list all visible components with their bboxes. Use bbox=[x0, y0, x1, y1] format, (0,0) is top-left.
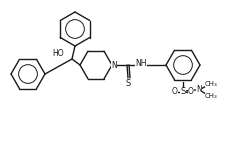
Text: N: N bbox=[196, 86, 202, 94]
Text: O: O bbox=[172, 87, 178, 97]
Text: O: O bbox=[188, 87, 194, 97]
Text: S: S bbox=[180, 87, 186, 97]
Text: CH₃: CH₃ bbox=[205, 93, 217, 99]
Text: N: N bbox=[111, 60, 117, 69]
Text: S: S bbox=[125, 79, 131, 87]
Text: NH: NH bbox=[135, 59, 147, 69]
Text: CH₃: CH₃ bbox=[205, 81, 217, 87]
Text: HO: HO bbox=[52, 49, 64, 58]
